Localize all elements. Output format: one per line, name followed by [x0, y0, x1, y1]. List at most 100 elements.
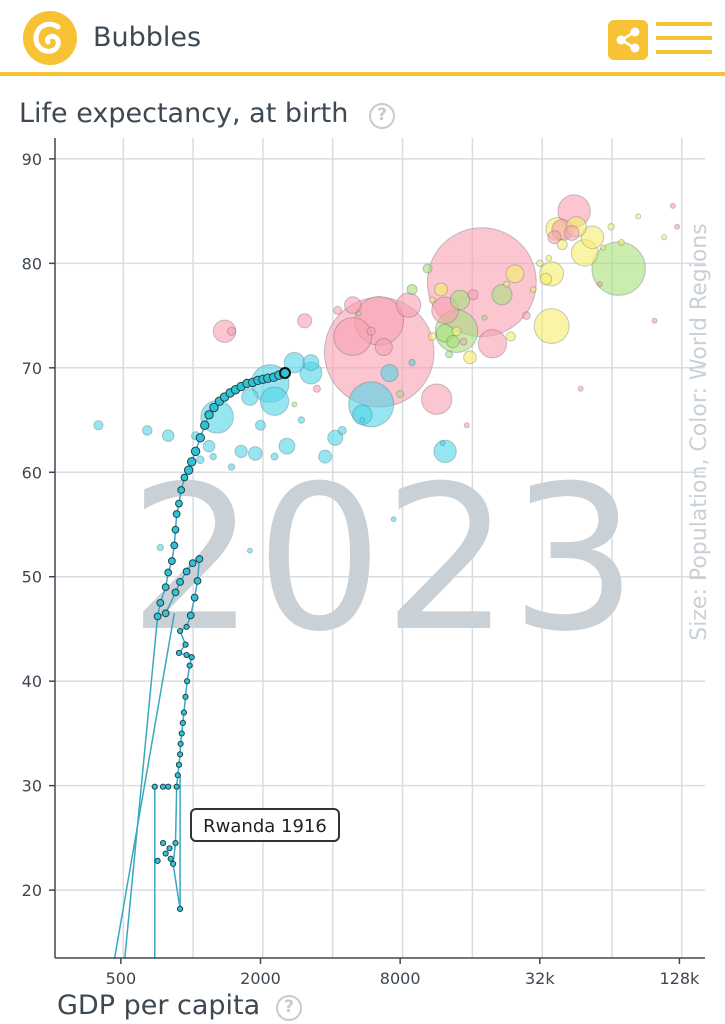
- chart-axes: 20 30 40 50 60 70 80 90 500 2000 8000 32k 128k: [22, 138, 705, 988]
- x-axis-help-icon[interactable]: ?: [276, 995, 302, 1021]
- y-tick-label: 90: [22, 150, 42, 169]
- y-tick-label: 80: [22, 254, 42, 273]
- app-header: Bubbles: [0, 0, 725, 76]
- bubbles-layer[interactable]: [93, 194, 681, 554]
- bubble-asia: [459, 337, 468, 346]
- bubble-asia: [467, 289, 479, 301]
- bubble-europe: [427, 332, 437, 341]
- bubble-americas: [481, 314, 488, 321]
- bubble-europe: [545, 254, 553, 262]
- trail-point: [154, 857, 161, 864]
- bubble-europe: [434, 282, 448, 297]
- trail-point: [167, 855, 174, 862]
- trail-point: [162, 850, 169, 857]
- trail-point: [168, 557, 176, 565]
- bubble-africa: [433, 439, 457, 464]
- trail-point: [166, 845, 173, 852]
- trail-current-point: [278, 367, 291, 380]
- chart-grid: [55, 138, 705, 958]
- bubble-europe: [580, 225, 605, 249]
- gapminder-logo-icon[interactable]: [22, 10, 78, 66]
- trail-point: [151, 783, 158, 790]
- bubble-africa: [337, 425, 347, 436]
- y-axis-help-icon[interactable]: ?: [369, 103, 395, 129]
- bubble-americas: [591, 241, 646, 296]
- y-tick-label: 40: [22, 672, 42, 691]
- trail-point: [175, 499, 183, 508]
- trail-point: [182, 567, 191, 576]
- bubble-africa: [161, 429, 175, 443]
- bubble-asia: [312, 384, 321, 393]
- bubble-americas: [422, 263, 433, 274]
- bubble-asia: [669, 202, 676, 209]
- trail-point: [180, 473, 189, 482]
- bubble-americas: [396, 389, 405, 398]
- bubble-asia: [420, 383, 453, 415]
- trail-point: [188, 654, 195, 661]
- bubble-africa: [195, 455, 205, 465]
- trail-point: [176, 751, 184, 758]
- bubble-americas: [491, 284, 513, 306]
- trail-point: [182, 641, 189, 648]
- bubble-africa: [246, 547, 253, 554]
- bubble-asia: [333, 317, 373, 356]
- bubble-asia: [547, 230, 562, 245]
- app-title: Bubbles: [93, 22, 202, 53]
- year-watermark: 2023: [129, 443, 638, 676]
- bubble-africa: [270, 452, 279, 461]
- bubble-asia: [651, 317, 658, 324]
- trail-point: [177, 486, 186, 494]
- bubble-asia: [297, 313, 313, 329]
- trail-point: [183, 623, 190, 630]
- trail-point: [183, 465, 194, 475]
- trail-point: [209, 402, 219, 413]
- bubble-africa: [327, 429, 344, 446]
- y-tick-label: 30: [22, 777, 42, 796]
- trail-point: [183, 651, 190, 659]
- bubble-europe: [635, 213, 642, 220]
- trail-point: [178, 730, 185, 737]
- trail-point: [159, 839, 167, 847]
- bubble-africa: [241, 388, 259, 406]
- tooltip: Rwanda 1916: [190, 808, 340, 842]
- y-tick-label: 50: [22, 568, 42, 587]
- trail-connector: [113, 613, 176, 959]
- trail-point: [200, 420, 210, 430]
- trail-point: [188, 559, 197, 568]
- bubble-asia: [374, 337, 393, 356]
- share-button[interactable]: [608, 20, 648, 60]
- trail-point: [173, 783, 180, 790]
- tooltip-box: [190, 808, 340, 842]
- bubble-asia: [477, 329, 508, 359]
- trail-point: [174, 772, 181, 779]
- bubble-asia: [395, 292, 422, 318]
- hamburger-menu-icon[interactable]: [656, 22, 712, 58]
- trail-point: [170, 860, 177, 868]
- size-color-label[interactable]: Size: Population, Color: World Regions: [687, 223, 712, 640]
- x-axis-title[interactable]: GDP per capita: [57, 990, 261, 1021]
- bubble-europe: [463, 350, 477, 365]
- y-axis-title[interactable]: Life expectancy, at birth: [19, 98, 349, 129]
- bubble-africa: [359, 417, 366, 424]
- trail-point: [195, 433, 205, 443]
- bubble-americas: [449, 289, 471, 311]
- trail-point: [172, 510, 181, 518]
- bubble-africa: [227, 463, 236, 471]
- bubble-africa: [390, 516, 397, 523]
- trail-layer[interactable]: [113, 367, 291, 959]
- bubble-americas: [355, 310, 362, 317]
- trail-point: [190, 446, 201, 457]
- bubble-europe: [536, 259, 544, 268]
- bubble-europe: [556, 239, 568, 251]
- trail-connector: [124, 616, 159, 959]
- trail-point: [159, 783, 167, 790]
- bubble-africa: [209, 452, 217, 461]
- bubble-asia: [343, 296, 362, 314]
- trail-point: [161, 583, 170, 592]
- trail-point: [176, 627, 184, 635]
- bubble-asia: [366, 326, 376, 336]
- bubble-europe: [533, 308, 570, 344]
- trail-point: [183, 678, 191, 685]
- trail-point: [186, 662, 193, 669]
